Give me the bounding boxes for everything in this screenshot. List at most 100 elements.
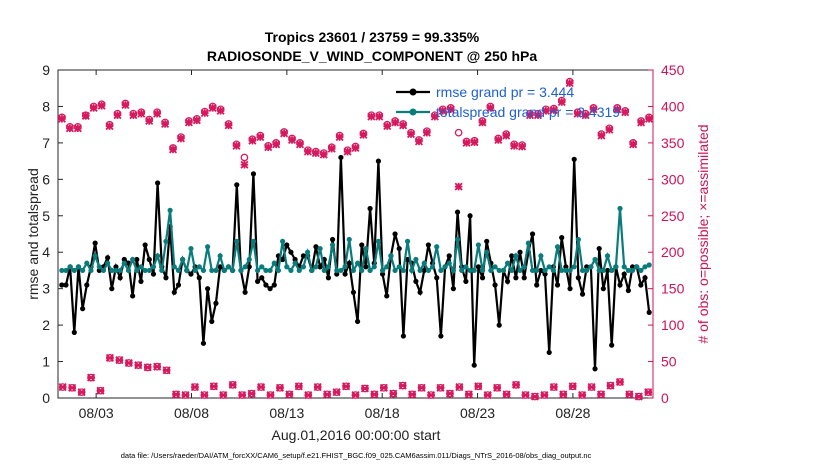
totalspread-point: [142, 267, 148, 274]
totalspread-point: [492, 264, 498, 270]
totalspread-point: [159, 267, 165, 274]
obs-assimilated-marker: [129, 111, 138, 120]
obs-assimilated-marker: [502, 390, 511, 399]
totalspread-point: [446, 260, 452, 266]
obs-assimilated-marker: [370, 390, 379, 399]
obs-assimilated-marker: [510, 141, 519, 150]
totalspread-point: [230, 267, 236, 274]
x-axis: 08/03 08/08 08/13 08/18 08/23 08/28: [79, 70, 591, 421]
rmse-point: [529, 231, 536, 237]
y2-axis-label: # of obs: o=possible; ×=assimilated: [695, 124, 711, 343]
obs-assimilated-marker: [351, 143, 360, 153]
totalspread-point: [450, 267, 456, 274]
rmse-point: [575, 275, 581, 281]
rmse-point: [484, 238, 490, 244]
totalspread-point: [575, 236, 581, 243]
rmse-point: [475, 264, 481, 270]
obs-assimilated-marker: [184, 118, 193, 127]
rmse-point: [467, 213, 473, 219]
rmse-line: [61, 157, 651, 369]
totalspread-line: [61, 208, 650, 275]
y2-tick-label: 100: [661, 317, 685, 333]
totalspread-point: [550, 267, 556, 274]
totalspread-point: [521, 264, 527, 270]
obs-assimilated-marker: [77, 388, 86, 397]
obs-assimilated-marker: [313, 383, 322, 392]
obs-assimilated-marker: [568, 382, 577, 391]
totalspread-point: [234, 238, 240, 244]
rmse-point: [205, 286, 211, 292]
totalspread-point: [438, 267, 444, 274]
rmse-point: [646, 309, 652, 315]
y-tick-label: 1: [42, 354, 50, 370]
obs-assimilated-marker: [65, 124, 74, 133]
rmse-point: [146, 256, 152, 263]
obs-assimilated-marker: [375, 112, 384, 121]
totalspread-point: [338, 267, 344, 274]
totalspread-point: [105, 260, 111, 266]
rmse-point: [350, 289, 357, 295]
y2-tick-label: 50: [661, 354, 677, 370]
rmse-point: [317, 264, 323, 270]
x-tick-label: 08/18: [365, 405, 400, 421]
obs-assimilated-marker: [256, 133, 265, 142]
obs-assimilated-marker: [629, 140, 638, 149]
obs-assimilated-marker: [153, 362, 162, 371]
totalspread-point: [354, 260, 361, 266]
y-tick-label: 0: [42, 390, 50, 406]
obs-assimilated-marker: [597, 390, 606, 399]
totalspread-point: [242, 264, 248, 270]
obs-assimilated-marker: [438, 106, 447, 115]
obs-assimilated-marker: [153, 109, 162, 118]
data-file-footer: data file: /Users/raeder/DAI/ATM_forcXX/…: [121, 451, 592, 460]
totalspread-point: [296, 267, 302, 274]
rmse-point: [342, 271, 348, 277]
rmse-point: [375, 158, 382, 164]
obs-assimilated-marker: [391, 118, 400, 127]
obs-assimilated-marker: [319, 150, 328, 159]
totalspread-point: [429, 264, 436, 270]
y-tick-label: 6: [42, 171, 50, 187]
obs-assimilated-marker: [257, 383, 266, 392]
obs-assimilated-marker: [134, 361, 143, 370]
obs-assimilated-marker: [367, 112, 376, 121]
obs-assimilated-marker: [379, 383, 388, 392]
totalspread-point: [259, 264, 265, 270]
obs-assimilated-marker: [113, 111, 122, 120]
rmse-point: [479, 275, 486, 281]
obs-assimilated-marker: [304, 391, 313, 400]
totalspread-point: [504, 260, 511, 266]
totalspread-point: [525, 240, 531, 246]
obs-assimilated-marker: [181, 391, 190, 400]
legend-marker: [409, 108, 417, 116]
totalspread-point: [317, 245, 323, 252]
obs-assimilated-marker: [272, 140, 281, 149]
rmse-point: [592, 366, 598, 372]
rmse-point: [71, 329, 77, 335]
totalspread-point: [255, 267, 261, 274]
obs-assimilated-marker: [200, 108, 209, 118]
totalspread-point: [571, 264, 577, 270]
y2-tick-label: 200: [661, 244, 685, 260]
y-tick-label: 2: [42, 317, 50, 333]
y-tick-label: 4: [42, 244, 50, 260]
obs-assimilated-marker: [587, 383, 596, 392]
obs-assimilated-marker: [343, 147, 352, 156]
totalspread-point: [534, 267, 540, 274]
totalspread-point: [309, 267, 315, 274]
totalspread-point: [167, 207, 173, 213]
obs-assimilated-marker: [406, 130, 416, 139]
obs-assimilated-marker: [541, 106, 550, 115]
rmse-point: [105, 255, 111, 261]
totalspread-point: [284, 264, 290, 270]
obs-assimilated-marker: [455, 383, 464, 392]
obs-assimilated-marker: [280, 129, 289, 138]
totalspread-point: [138, 264, 144, 270]
rmse-point: [579, 291, 586, 297]
totalspread-point: [563, 267, 569, 274]
rmse-point: [196, 275, 202, 281]
totalspread-point: [517, 267, 523, 274]
totalspread-point: [200, 267, 207, 274]
obs-assimilated-marker: [530, 392, 539, 401]
